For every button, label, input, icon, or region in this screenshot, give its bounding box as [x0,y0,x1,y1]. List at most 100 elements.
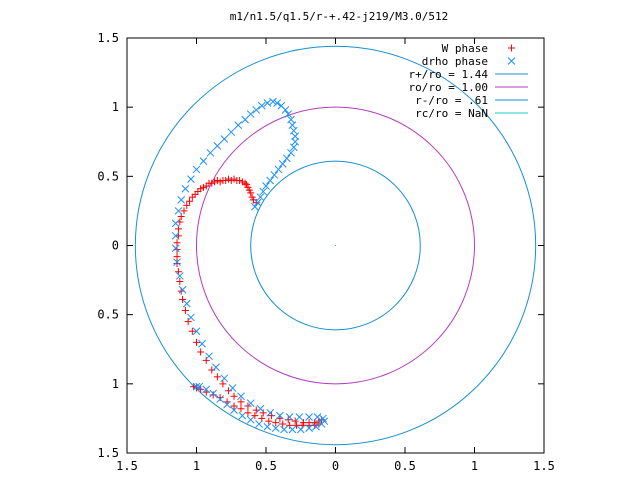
data-point [284,416,292,424]
data-point [181,307,189,315]
x-tick-label: 1.5 [533,459,555,473]
data-point [241,115,250,124]
x-tick-label: 0.5 [255,459,277,473]
x-tick-label: 0.5 [394,459,416,473]
data-point [295,413,304,421]
x-tick-label: 1.5 [116,459,138,473]
data-point [187,313,195,322]
legend-label: ro/ro = 1.00 [409,81,488,94]
data-point [198,339,206,348]
data-point [507,57,516,65]
data-point [312,422,320,431]
data-point [179,295,187,303]
data-point [255,420,263,428]
data-point [188,193,196,201]
data-point [287,115,295,124]
data-point [257,101,266,110]
data-point [243,181,251,189]
x-tick-label: 1 [193,459,200,473]
data-point [183,201,191,209]
data-point [228,384,237,392]
data-point [224,387,232,395]
data-point [288,425,297,434]
data-point [286,421,294,429]
data-point [256,193,265,201]
data-point [173,258,181,266]
data-point [216,394,224,402]
chart-title: m1/n1.5/q1.5/r-+.42-j219/M3.0/512 [230,10,449,23]
data-point [181,184,190,193]
data-point [238,411,247,420]
data-point [173,239,181,247]
data-point [248,193,256,201]
data-point [216,395,224,403]
data-point [177,195,186,204]
data-point [259,409,267,417]
data-point [171,231,180,240]
data-point [197,348,205,356]
data-point [213,373,221,381]
data-point [237,405,245,413]
data-point [193,338,200,346]
data-point [173,259,181,267]
data-point [246,415,255,424]
legend-label: r-/ro = .61 [415,94,488,107]
data-point [175,272,184,280]
data-point [171,244,180,253]
data-point [273,99,281,107]
y-tick-label: 1.5 [97,31,119,45]
data-point [199,157,208,165]
data-point [305,424,313,432]
data-point [246,399,255,408]
data-point [173,253,181,261]
data-point [305,413,313,421]
data-point [234,121,243,130]
data-point [317,420,326,428]
reference-circle [134,45,537,446]
data-point [184,318,192,326]
data-point [186,197,194,205]
data-point [287,148,295,157]
legend-label: rc/ro = NaN [415,107,488,120]
data-point [180,207,188,215]
data-point [209,391,217,399]
data-point [291,417,299,425]
data-point [171,219,180,228]
legend-label: r+/ro = 1.44 [409,68,489,81]
data-point [293,421,301,429]
reference-circle [196,106,475,385]
data-point [230,406,238,414]
data-point [202,385,211,394]
data-point [508,44,515,52]
data-point [230,392,238,400]
data-point [278,160,287,168]
data-point [178,285,187,294]
data-point [252,106,261,114]
data-point [220,135,229,143]
data-point [209,389,218,398]
data-point [256,404,265,413]
data-point [212,363,220,372]
data-point [251,412,259,420]
data-point [280,425,288,434]
data-point [202,356,210,364]
data-point [265,417,273,425]
data-point [219,380,227,388]
data-point [271,424,280,432]
data-point [277,101,286,110]
data-point [285,413,294,421]
data-point [259,187,268,196]
data-point [270,171,279,179]
data-point [206,148,215,157]
data-point [237,392,245,401]
data-point [263,99,272,107]
data-point [187,175,195,183]
y-tick-label: 1 [112,100,119,114]
y-tick-label: 1.5 [97,446,119,460]
data-point [272,419,280,427]
data-point [213,142,222,150]
center-point [335,245,336,246]
data-point [237,398,245,406]
